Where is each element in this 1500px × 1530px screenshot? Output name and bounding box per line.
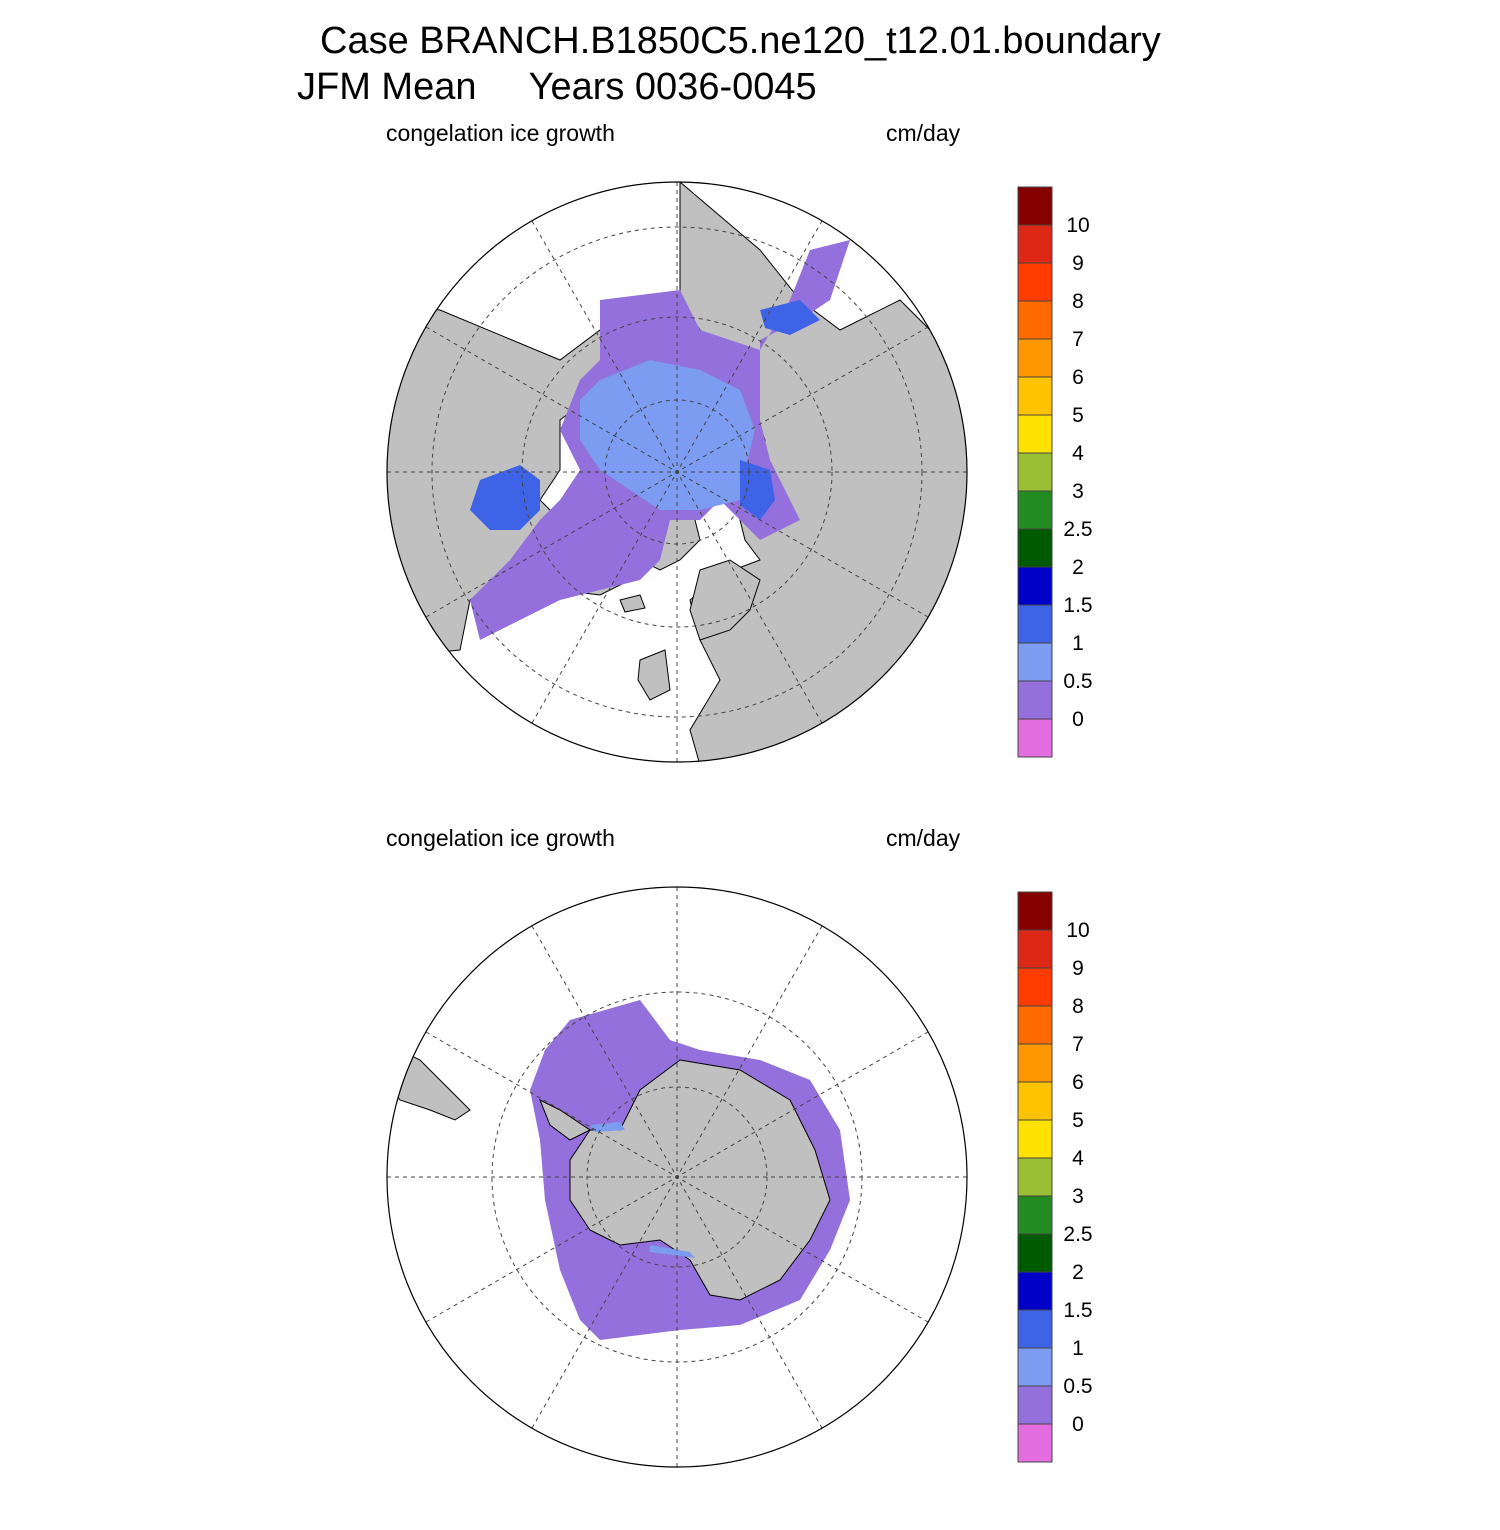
south-colorbar-box [1017,1043,1053,1083]
north-colorbar-tick-label: 1 [1072,632,1084,655]
south-colorbar-box [1017,1233,1053,1273]
south-colorbar-tick-label: 1.5 [1063,1299,1092,1322]
south-colorbar-box [1017,1423,1053,1463]
north-colorbar-box [1017,376,1053,416]
north-sea-ice-thick-okhotsk [760,300,820,335]
south-ice-shelf-weddell [590,1122,625,1132]
south-panel-variable-label: congelation ice growth [386,825,615,851]
north-colorbar-box [1017,718,1053,758]
north-colorbar-tick-label: 6 [1072,366,1084,389]
south-colorbar-box [1017,1005,1053,1045]
south-colorbar-box [1017,1157,1053,1197]
south-colorbar-box [1017,929,1053,969]
north-colorbar-tick-label: 0 [1072,708,1084,731]
south-colorbar-tick-label: 10 [1066,919,1089,942]
north-colorbar-box [1017,338,1053,378]
south-colorbar-box [1017,1119,1053,1159]
north-colorbar-tick-label: 0.5 [1063,670,1092,693]
south-colorbar-tick-label: 4 [1072,1147,1084,1170]
north-colorbar-box [1017,528,1053,568]
north-colorbar-box [1017,566,1053,606]
south-colorbar-tick-label: 3 [1072,1185,1084,1208]
plot-title-line-2: JFM Mean Years 0036-0045 [297,66,817,108]
north-sea-ice-thick-hudson [470,465,540,530]
south-colorbar-box [1017,967,1053,1007]
south-colorbar-tick-label: 0 [1072,1413,1084,1436]
plot-title-line-1: Case BRANCH.B1850C5.ne120_t12.01.boundar… [320,20,1161,62]
north-land-british-isles [637,649,671,701]
south-panel-units-label: cm/day [886,825,961,851]
north-colorbar-box [1017,680,1053,720]
south-colorbar-box [1017,891,1053,931]
south-colorbar-tick-label: 2 [1072,1261,1084,1284]
north-colorbar-tick-label: 7 [1072,328,1084,351]
south-colorbar-box [1017,1195,1053,1235]
north-colorbar-box [1017,452,1053,492]
south-land-antarctic-peninsula [539,1098,591,1141]
south-land-antarctica [569,1059,831,1301]
south-colorbar-box [1017,1347,1053,1387]
north-colorbar-tick-label: 8 [1072,290,1084,313]
south-colorbar-box [1017,1271,1053,1311]
north-land-iceland [619,594,646,613]
north-colorbar-tick-label: 3 [1072,480,1084,503]
north-land-scandinavia [689,559,761,641]
north-colorbar-box [1017,224,1053,264]
north-panel-units-label: cm/day [886,120,961,146]
south-colorbar-box [1017,1385,1053,1425]
north-colorbar-box [1017,642,1053,682]
south-ice-shelf-ross [650,1245,695,1258]
south-colorbar-tick-label: 9 [1072,957,1084,980]
north-colorbar-tick-label: 9 [1072,252,1084,275]
north-colorbar-box [1017,300,1053,340]
south-colorbar-tick-label: 7 [1072,1033,1084,1056]
north-colorbar-tick-label: 2.5 [1063,518,1092,541]
north-colorbar-box [1017,490,1053,530]
south-polar-map: 0 0.5 1 1.5 2 2.5 3 4 5 6 7 8 9 10 [386,886,1093,1468]
north-panel-variable-label: congelation ice growth [386,120,615,146]
north-colorbar-tick-label: 1.5 [1063,594,1092,617]
north-colorbar-tick-label: 10 [1066,214,1089,237]
south-colorbar: 0 0.5 1 1.5 2 2.5 3 4 5 6 7 8 9 10 [1017,891,1093,1463]
north-polar-map: 0 0.5 1 1.5 2 2.5 3 4 5 6 7 8 9 10 [386,181,1093,763]
north-colorbar-box [1017,414,1053,454]
south-colorbar-tick-label: 1 [1072,1337,1084,1360]
north-colorbar: 0 0.5 1 1.5 2 2.5 3 4 5 6 7 8 9 10 [1017,186,1093,758]
south-colorbar-tick-label: 5 [1072,1109,1084,1132]
north-map-border [386,181,968,763]
south-colorbar-box [1017,1081,1053,1121]
south-map-border [386,886,968,1468]
south-colorbar-box [1017,1309,1053,1349]
north-colorbar-tick-label: 5 [1072,404,1084,427]
north-colorbar-box [1017,186,1053,226]
south-colorbar-tick-label: 0.5 [1063,1375,1092,1398]
north-sea-ice-core [580,360,755,510]
north-colorbar-box [1017,604,1053,644]
north-colorbar-tick-label: 4 [1072,442,1084,465]
north-colorbar-tick-label: 2 [1072,556,1084,579]
south-colorbar-tick-label: 8 [1072,995,1084,1018]
south-colorbar-tick-label: 6 [1072,1071,1084,1094]
north-colorbar-box [1017,262,1053,302]
south-colorbar-tick-label: 2.5 [1063,1223,1092,1246]
